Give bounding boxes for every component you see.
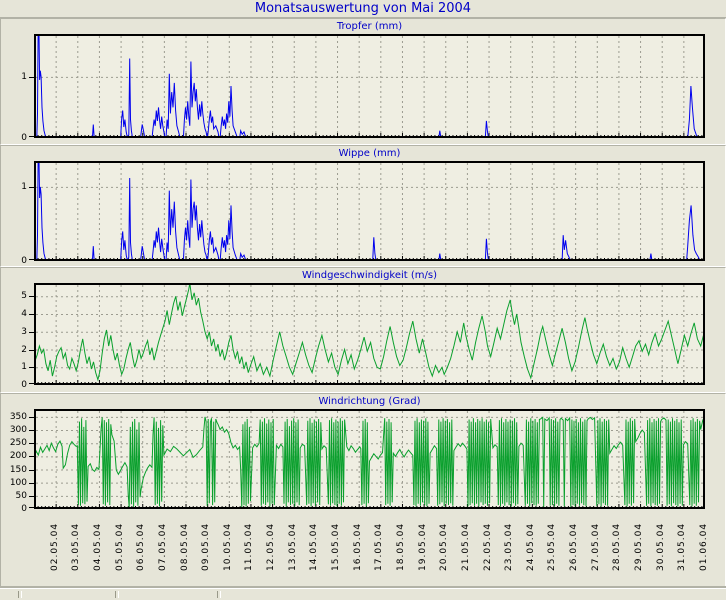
- x-axis-date-label: 31.05.04: [677, 522, 688, 571]
- x-axis-date-label: 04.05.04: [92, 522, 103, 571]
- y-tick-label: 0: [21, 256, 27, 266]
- x-axis-date-label: 28.05.04: [612, 522, 623, 571]
- windgeschwindigkeit-plot-area: [33, 282, 706, 385]
- chart-panel-windgeschwindigkeit: Windgeschwindigkeit (m/s) 0 1 2 3 4 5: [0, 267, 726, 393]
- x-axis-date-label: 06.05.04: [136, 522, 147, 571]
- x-axis-date-label: 09.05.04: [201, 522, 212, 571]
- y-tick-label: 2: [21, 344, 27, 355]
- y-tick-mark: [29, 482, 34, 484]
- x-axis-date-label: 12.05.04: [266, 522, 277, 571]
- windrichtung-y-axis: 0 50 100 150 200 250 300 350: [1, 409, 34, 514]
- status-bar: [0, 588, 726, 600]
- y-tick-label: 0: [21, 380, 27, 390]
- tropfer-plot-area: [34, 33, 706, 140]
- chart-title-windrichtung: Windrichtung (Grad): [318, 396, 421, 407]
- y-tick-label: 250: [9, 438, 27, 449]
- page-title: Monatsauswertung von Mai 2004: [0, 0, 726, 18]
- windrichtung-plot-svg: [33, 409, 706, 509]
- chart-panel-windrichtung: Windrichtung (Grad) 0 50 100 150 200 250 300 35…: [0, 393, 726, 587]
- x-axis-date-label: 15.05.04: [331, 522, 342, 571]
- x-axis-date-label: 21.05.04: [460, 522, 471, 571]
- x-axis-date-label: 03.05.04: [71, 522, 82, 571]
- x-axis-date-label: 26.05.04: [569, 522, 580, 571]
- y-tick-label: 1: [21, 181, 27, 192]
- y-tick-label: 4: [21, 309, 27, 320]
- y-tick-label: 300: [9, 425, 27, 436]
- x-axis-labels: 02.05.04 03.05.04 04.05.04 05.05.04 06.05.04…: [34, 513, 709, 579]
- windgeschwindigkeit-plot-svg: [33, 282, 706, 385]
- y-tick-mark: [29, 443, 34, 445]
- y-tick-mark: [29, 186, 34, 188]
- x-axis-date-label: 20.05.04: [439, 522, 450, 571]
- wippe-plot-area: [34, 160, 706, 263]
- x-axis-date-label: 25.05.04: [547, 522, 558, 571]
- y-tick-label: 350: [9, 411, 27, 422]
- status-bar-divider: [18, 591, 22, 598]
- y-tick-mark: [29, 259, 34, 260]
- y-tick-mark: [29, 416, 34, 418]
- y-tick-label: 150: [9, 464, 27, 475]
- x-axis-date-label: 19.05.04: [417, 522, 428, 571]
- y-tick-mark: [29, 469, 34, 471]
- status-bar-divider: [115, 591, 119, 598]
- wippe-plot-svg: [34, 160, 706, 263]
- x-axis-date-label: 30.05.04: [655, 522, 666, 571]
- y-tick-label: 3: [21, 326, 27, 337]
- y-tick-mark: [29, 456, 34, 458]
- chart-title-tropfer: Tropfer (mm): [336, 21, 403, 32]
- y-tick-label: 0: [21, 133, 27, 143]
- y-tick-label: 1: [21, 71, 27, 82]
- x-axis-date-label: 14.05.04: [309, 522, 320, 571]
- x-axis-date-label: 11.05.04: [244, 522, 255, 571]
- chart-title-wippe: Wippe (mm): [338, 148, 401, 159]
- x-axis-date-label: 22.05.04: [482, 522, 493, 571]
- y-tick-mark: [29, 367, 34, 369]
- x-axis-date-label: 08.05.04: [179, 522, 190, 571]
- y-tick-mark: [29, 296, 34, 298]
- y-tick-mark: [29, 136, 34, 137]
- y-tick-label: 50: [15, 490, 27, 501]
- x-axis-date-label: 27.05.04: [590, 522, 601, 571]
- x-axis-date-label: 13.05.04: [287, 522, 298, 571]
- x-axis-date-label: 02.05.04: [49, 522, 60, 571]
- x-axis-date-label: 18.05.04: [395, 522, 406, 571]
- windrichtung-plot-area: [33, 409, 706, 509]
- y-tick-mark: [29, 314, 34, 316]
- x-axis-date-label: 23.05.04: [504, 522, 515, 571]
- y-tick-mark: [29, 331, 34, 333]
- x-axis-date-label: 05.05.04: [114, 522, 125, 571]
- x-axis-date-label: 16.05.04: [352, 522, 363, 571]
- x-axis-date-label: 01.06.04: [699, 522, 709, 571]
- x-axis-date-label: 24.05.04: [525, 522, 536, 571]
- x-axis-date-label: 29.05.04: [634, 522, 645, 571]
- y-tick-mark: [29, 430, 34, 432]
- y-tick-label: 100: [9, 477, 27, 488]
- y-tick-mark: [29, 495, 34, 497]
- x-axis-date-label: 17.05.04: [374, 522, 385, 571]
- status-bar-divider: [217, 591, 221, 598]
- y-tick-label: 1: [21, 362, 27, 373]
- x-axis-date-label: 07.05.04: [157, 522, 168, 571]
- y-tick-mark: [29, 76, 34, 78]
- x-axis-date-label: 10.05.04: [222, 522, 233, 571]
- windgeschwindigkeit-y-axis: 0 1 2 3 4 5: [1, 283, 34, 390]
- y-tick-mark: [29, 507, 34, 508]
- y-tick-mark: [29, 383, 34, 384]
- tropfer-plot-svg: [34, 33, 706, 140]
- y-tick-mark: [29, 349, 34, 351]
- y-tick-label: 5: [21, 291, 27, 302]
- y-tick-label: 0: [21, 504, 27, 514]
- y-tick-label: 200: [9, 451, 27, 462]
- chart-title-windgeschwindigkeit: Windgeschwindigkeit (m/s): [301, 270, 438, 281]
